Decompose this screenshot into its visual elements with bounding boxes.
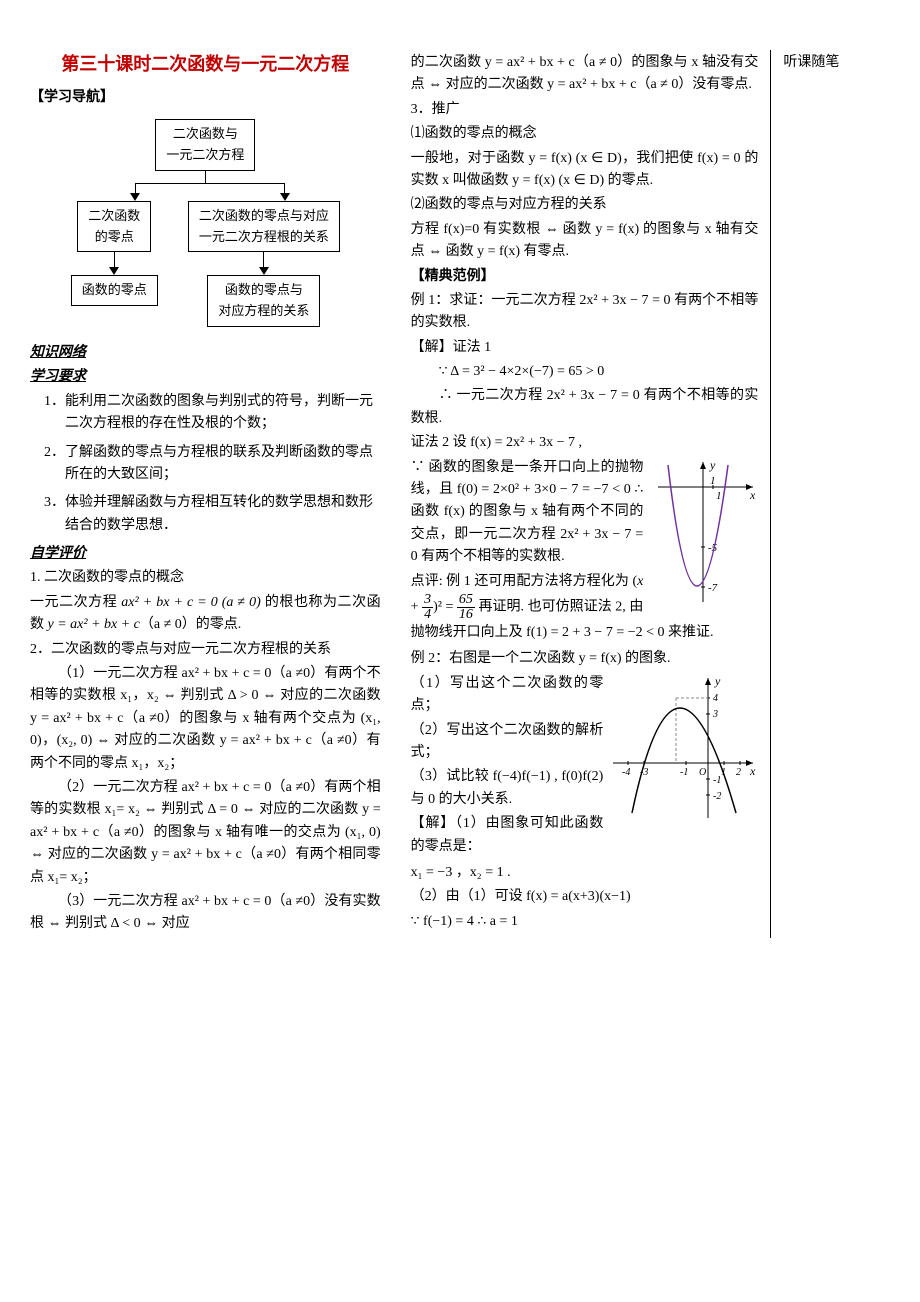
ex2-title: 例 2：右图是一个二次函数 y = f(x) 的图象. <box>411 648 759 670</box>
svg-text:-1: -1 <box>680 767 688 778</box>
flow-mid-left: 二次函数 的零点 <box>77 201 151 253</box>
learn-item: 1．能利用二次函数的图象与判别式的符号，判断一元二次方程根的存在性及根的个数； <box>65 391 381 436</box>
svg-text:x: x <box>749 764 756 778</box>
ex1-sol-label: 【解】证法 1 <box>411 337 759 359</box>
ex1-s1-l2: ∴ 一元二次方程 2x² + 3x − 7 = 0 有两个不相等的实数根. <box>411 385 759 430</box>
content2-heading: 2．二次函数的零点与对应一元二次方程根的关系 <box>30 639 381 661</box>
svg-text:-4: -4 <box>622 767 630 778</box>
ex2-sol2a: （2）由（1）可设 f(x) = a(x+3)(x−1) <box>411 886 759 908</box>
learn-item: 3．体验并理解函数与方程相互转化的数学思想和数形结合的数学思想． <box>65 492 381 537</box>
svg-text:3: 3 <box>712 709 718 720</box>
svg-text:4: 4 <box>713 693 718 704</box>
jingdian-label: 【精典范例】 <box>411 266 759 288</box>
ex1-s1-l1: ∵ Δ = 3² − 4×2×(−7) = 65 > 0 <box>411 361 759 383</box>
c2-p2: （2）一元二次方程 ax² + bx + c = 0（a ≠0）有两个相等的实数… <box>30 777 381 889</box>
c3-p1: 一般地，对于函数 y = f(x) (x ∈ D)，我们把使 f(x) = 0 … <box>411 148 759 193</box>
zixue-label: 自学评价 <box>30 543 381 565</box>
ex2-sol2b: ∵ f(−1) = 4 ∴ a = 1 <box>411 911 759 933</box>
flow-top: 二次函数与 一元二次方程 <box>155 119 255 171</box>
margin-label: 听课随笔 <box>783 52 890 74</box>
content1-text: 一元二次方程 ax² + bx + c = 0 (a ≠ 0) 的根也称为二次函… <box>30 592 381 637</box>
learn-item: 2．了解函数的零点与方程根的联系及判断函数的零点所在的大致区间； <box>65 442 381 487</box>
c2-p3-cont: 的二次函数 y = ax² + bx + c（a ≠ 0）的图象与 x 轴没有交… <box>411 52 759 97</box>
flowchart: 二次函数与 一元二次方程 二次函数 的零点 函数的零点 二次函数的零点与对应 一… <box>30 119 381 327</box>
svg-text:y: y <box>709 458 716 472</box>
c3-p2: 方程 f(x)=0 有实数根 ⇔ 函数 y = f(x) 的图象与 x 轴有交点… <box>411 219 759 264</box>
svg-text:O: O <box>699 767 706 778</box>
page-title: 第三十课时二次函数与一元二次方程 <box>30 50 381 79</box>
content1-heading: 1. 二次函数的零点的概念 <box>30 567 381 589</box>
svg-text:-7: -7 <box>708 582 718 594</box>
flow-bot-right: 函数的零点与 对应方程的关系 <box>207 275 320 327</box>
svg-text:x: x <box>749 488 756 502</box>
c3-sub2: ⑵函数的零点与对应方程的关系 <box>411 194 759 216</box>
zhishi-label: 知识网络 <box>30 342 381 364</box>
c2-p3: （3）一元二次方程 ax² + bx + c = 0（a ≠0）没有实数根 ⇔ … <box>30 891 381 936</box>
c2-p1: （1）一元二次方程 ax² + bx + c = 0（a ≠0）有两个不相等的实… <box>30 663 381 775</box>
svg-text:2: 2 <box>736 767 741 778</box>
graph2: x y 4 3 -1 -2 -4 -3 -1 O 1 2 <box>608 673 758 831</box>
ex2-sol1: x₁ = −3 ，x₂ = 1 . <box>411 862 759 884</box>
c3-sub1: ⑴函数的零点的概念 <box>411 123 759 145</box>
xuexi-yaoqiu-label: 学习要求 <box>30 366 381 388</box>
content3-heading: 3．推广 <box>411 99 759 121</box>
learn-list: 1．能利用二次函数的图象与判别式的符号，判断一元二次方程根的存在性及根的个数； … <box>30 391 381 537</box>
ex1-s2-label: 证法 2 设 f(x) = 2x² + 3x − 7 , <box>411 432 759 454</box>
section-xuexi: 【学习导航】 <box>30 87 381 109</box>
svg-text:-2: -2 <box>713 791 721 802</box>
flow-mid-right: 二次函数的零点与对应 一元二次方程根的关系 <box>188 201 340 253</box>
svg-text:1: 1 <box>716 490 722 502</box>
graph1: x y 1 1 -5 -7 <box>648 457 758 615</box>
flow-bot-left: 函数的零点 <box>71 275 158 306</box>
svg-text:y: y <box>714 674 721 688</box>
ex1-title: 例 1：求证：一元二次方程 2x² + 3x − 7 = 0 有两个不相等的实数… <box>411 290 759 335</box>
